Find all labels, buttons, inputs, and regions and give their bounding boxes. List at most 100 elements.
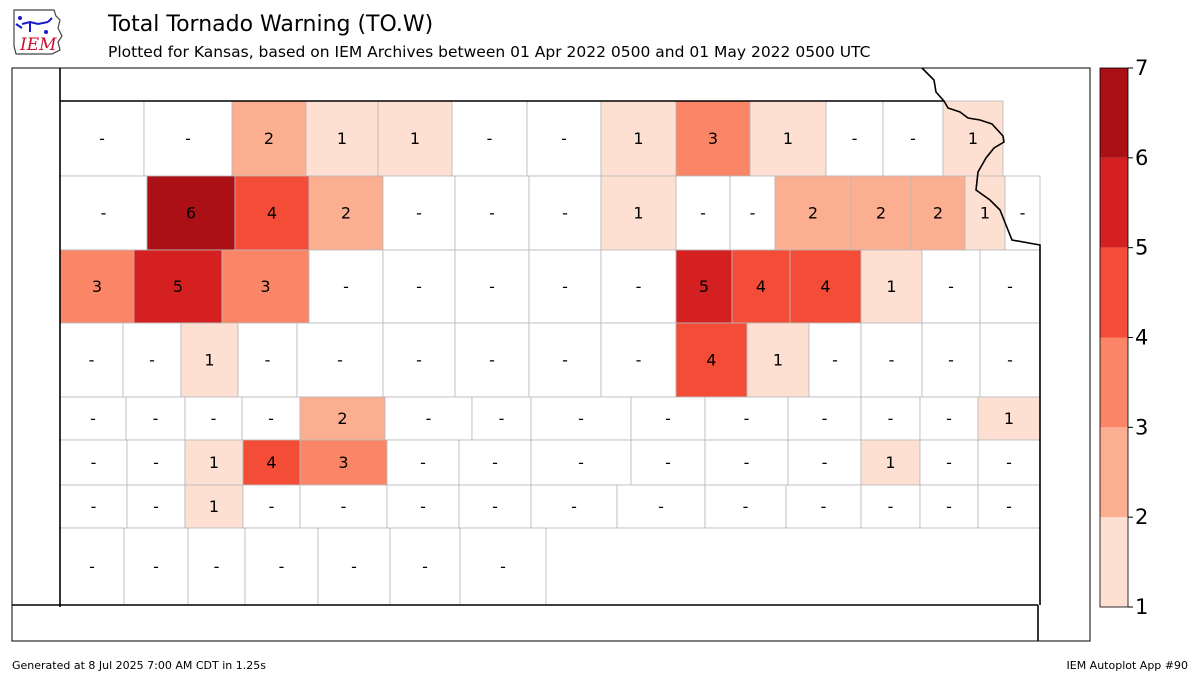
county-value-label: 1 (783, 129, 793, 148)
county-shape (704, 396, 789, 441)
county: 2 (299, 396, 386, 441)
county: - (921, 322, 981, 398)
county: - (123, 527, 189, 606)
county-value-label: - (149, 351, 155, 370)
county-value-label: - (489, 204, 495, 223)
county: - (860, 484, 921, 529)
county-shape (860, 322, 923, 398)
county-value-label: - (578, 453, 584, 472)
county-shape (526, 100, 602, 177)
county-shape (787, 439, 862, 486)
county: 5 (675, 249, 733, 324)
county: - (386, 484, 460, 529)
county-shape (133, 249, 223, 324)
county-value-label: 1 (209, 497, 219, 516)
county-value-label: - (500, 557, 506, 576)
county-shape (187, 527, 246, 606)
county: - (317, 527, 391, 606)
county-value-label: 3 (92, 277, 102, 296)
county-shape (942, 100, 1004, 177)
county-value-label: - (571, 497, 577, 516)
county: - (451, 100, 528, 177)
county-value-label: 2 (876, 204, 886, 223)
page-subtitle: Plotted for Kansas, based on IEM Archive… (108, 43, 871, 61)
county-shape (528, 249, 602, 324)
county: - (382, 322, 456, 398)
county-value-label: - (948, 277, 954, 296)
county-value-label: - (744, 409, 750, 428)
county-shape (458, 439, 532, 486)
county-value-label: - (946, 409, 952, 428)
colorbar-tick-label: 2 (1135, 505, 1148, 529)
county-shape (384, 396, 473, 441)
missouri-river (921, 67, 945, 102)
county-shape (296, 322, 384, 398)
county-value-label: - (416, 277, 422, 296)
county-value-label: 1 (980, 204, 990, 223)
county-value-label: - (343, 277, 349, 296)
county: 1 (180, 322, 239, 398)
state-borders (12, 67, 1041, 641)
county-value-label: 1 (885, 453, 895, 472)
county-value-label: 5 (173, 277, 183, 296)
county: - (528, 249, 602, 324)
county: - (808, 322, 862, 398)
county: 1 (600, 100, 677, 177)
county-value-label: - (636, 277, 642, 296)
county-layer: - - 2 1 1 - - 1 3 1 - - 1 - 6 4 2 - - - 1 - - 2 2 2 1 - 3 5 3 - - - - - 5 4 4 1… (59, 100, 1041, 606)
county-shape (789, 249, 862, 324)
svg-text:IEM: IEM (19, 35, 57, 55)
colorbar-segment (1100, 247, 1128, 338)
county: 1 (749, 100, 827, 177)
county: - (143, 100, 233, 177)
county-shape (600, 249, 677, 324)
county: - (530, 439, 632, 486)
county: - (382, 175, 456, 251)
county-value-label: - (889, 351, 895, 370)
county-shape (731, 249, 791, 324)
county-value-label: 5 (699, 277, 709, 296)
county: - (921, 249, 981, 324)
county-shape (675, 175, 731, 251)
county: 4 (242, 439, 301, 486)
county: - (977, 484, 1041, 529)
county-shape (746, 322, 810, 398)
county-shape (389, 527, 461, 606)
county: - (630, 439, 706, 486)
county: 1 (860, 249, 923, 324)
county: - (530, 484, 618, 529)
county: 2 (231, 100, 307, 177)
county-value-label: - (744, 453, 750, 472)
county-value-label: 4 (266, 453, 276, 472)
county-value-label: 1 (209, 453, 219, 472)
colorbar-segment (1100, 68, 1128, 158)
county-value-label: - (499, 409, 505, 428)
county-value-label: - (153, 409, 159, 428)
county-shape (308, 175, 384, 251)
county-value-label: - (101, 204, 107, 223)
county-value-label: - (99, 129, 105, 148)
county-shape (530, 484, 618, 529)
county: - (59, 175, 148, 251)
colorbar-segment (1100, 337, 1128, 428)
county: 1 (377, 100, 453, 177)
county-shape (59, 175, 148, 251)
county-value-label: - (822, 453, 828, 472)
county-value-label: - (416, 204, 422, 223)
county-value-label: - (1006, 497, 1012, 516)
county: 2 (910, 175, 966, 251)
kansas-border (60, 100, 1041, 605)
county: 3 (59, 249, 135, 324)
county-value-label: - (492, 453, 498, 472)
county-value-label: - (578, 409, 584, 428)
county: - (458, 439, 532, 486)
county-value-label: - (420, 453, 426, 472)
county-shape (860, 249, 923, 324)
county: - (454, 175, 530, 251)
county-value-label: - (422, 557, 428, 576)
county-shape (675, 322, 748, 398)
county-shape (126, 484, 186, 529)
county-value-label: - (489, 277, 495, 296)
county-value-label: 2 (808, 204, 818, 223)
county-value-label: - (185, 129, 191, 148)
